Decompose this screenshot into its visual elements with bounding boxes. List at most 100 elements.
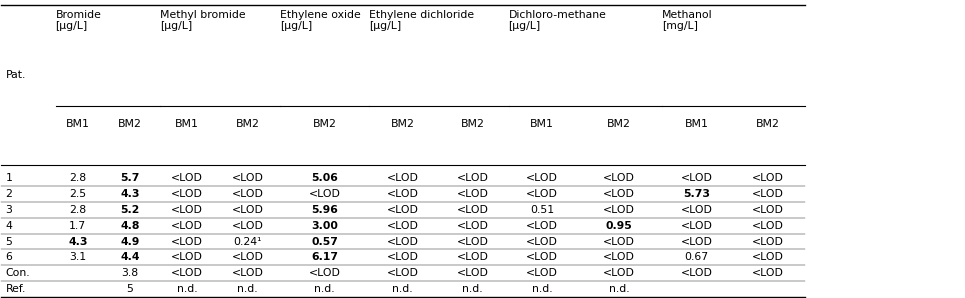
Text: <LOD: <LOD [526,252,558,263]
Text: <LOD: <LOD [753,252,785,263]
Text: <LOD: <LOD [309,189,341,199]
Text: <LOD: <LOD [680,205,712,215]
Text: Ethylene dichloride
[μg/L]: Ethylene dichloride [μg/L] [369,10,474,31]
Text: <LOD: <LOD [456,205,488,215]
Text: BM1: BM1 [531,119,554,129]
Text: <LOD: <LOD [387,205,419,215]
Text: 4.8: 4.8 [120,221,140,231]
Text: 3.8: 3.8 [122,268,138,278]
Text: BM2: BM2 [607,119,631,129]
Text: 0.57: 0.57 [311,237,338,246]
Text: <LOD: <LOD [387,268,419,278]
Text: 2: 2 [6,189,13,199]
Text: <LOD: <LOD [753,173,785,183]
Text: <LOD: <LOD [526,268,558,278]
Text: 5.06: 5.06 [311,173,338,183]
Text: 5.73: 5.73 [683,189,710,199]
Text: <LOD: <LOD [171,268,203,278]
Text: <LOD: <LOD [753,221,785,231]
Text: <LOD: <LOD [387,189,419,199]
Text: <LOD: <LOD [232,205,263,215]
Text: <LOD: <LOD [603,173,635,183]
Text: Dichloro-methane
[μg/L]: Dichloro-methane [μg/L] [509,10,606,31]
Text: <LOD: <LOD [680,221,712,231]
Text: 5.7: 5.7 [120,173,140,183]
Text: 4.4: 4.4 [120,252,140,263]
Text: n.d.: n.d. [315,284,335,294]
Text: <LOD: <LOD [526,221,558,231]
Text: <LOD: <LOD [456,189,488,199]
Text: <LOD: <LOD [526,189,558,199]
Text: 5: 5 [6,237,13,246]
Text: Con.: Con. [6,268,30,278]
Text: <LOD: <LOD [526,173,558,183]
Text: <LOD: <LOD [680,173,712,183]
Text: <LOD: <LOD [232,268,263,278]
Text: n.d.: n.d. [177,284,198,294]
Text: BM1: BM1 [66,119,90,129]
Text: n.d.: n.d. [609,284,629,294]
Text: 6: 6 [6,252,13,263]
Text: 0.95: 0.95 [605,221,632,231]
Text: 3.1: 3.1 [69,252,86,263]
Text: <LOD: <LOD [753,237,785,246]
Text: 0.51: 0.51 [530,205,554,215]
Text: 4.3: 4.3 [120,189,140,199]
Text: <LOD: <LOD [171,237,203,246]
Text: <LOD: <LOD [526,237,558,246]
Text: Ethylene oxide
[μg/L]: Ethylene oxide [μg/L] [280,10,361,31]
Text: <LOD: <LOD [232,189,263,199]
Text: <LOD: <LOD [603,205,635,215]
Text: <LOD: <LOD [387,221,419,231]
Text: <LOD: <LOD [603,189,635,199]
Text: <LOD: <LOD [753,205,785,215]
Text: 6.17: 6.17 [311,252,338,263]
Text: <LOD: <LOD [309,268,341,278]
Text: <LOD: <LOD [753,268,785,278]
Text: Pat.: Pat. [6,70,26,80]
Text: Methanol
[mg/L]: Methanol [mg/L] [662,10,712,31]
Text: Bromide
[μg/L]: Bromide [μg/L] [56,10,101,31]
Text: <LOD: <LOD [171,189,203,199]
Text: 1: 1 [6,173,13,183]
Text: BM2: BM2 [235,119,260,129]
Text: <LOD: <LOD [171,173,203,183]
Text: 0.67: 0.67 [684,252,708,263]
Text: <LOD: <LOD [171,221,203,231]
Text: 3.00: 3.00 [311,221,338,231]
Text: <LOD: <LOD [603,268,635,278]
Text: Ref.: Ref. [6,284,26,294]
Text: BM2: BM2 [391,119,414,129]
Text: <LOD: <LOD [456,237,488,246]
Text: <LOD: <LOD [232,252,263,263]
Text: 3: 3 [6,205,13,215]
Text: <LOD: <LOD [232,221,263,231]
Text: 4: 4 [6,221,13,231]
Text: 1.7: 1.7 [69,221,86,231]
Text: BM2: BM2 [313,119,337,129]
Text: <LOD: <LOD [680,268,712,278]
Text: 5.96: 5.96 [311,205,338,215]
Text: BM2: BM2 [460,119,484,129]
Text: <LOD: <LOD [603,252,635,263]
Text: <LOD: <LOD [680,237,712,246]
Text: 4.9: 4.9 [120,237,140,246]
Text: 5.2: 5.2 [120,205,140,215]
Text: <LOD: <LOD [171,252,203,263]
Text: BM1: BM1 [684,119,708,129]
Text: <LOD: <LOD [456,221,488,231]
Text: 5: 5 [126,284,133,294]
Text: n.d.: n.d. [462,284,482,294]
Text: 2.5: 2.5 [69,189,86,199]
Text: 4.3: 4.3 [69,237,88,246]
Text: BM2: BM2 [118,119,142,129]
Text: <LOD: <LOD [456,252,488,263]
Text: 2.8: 2.8 [69,205,86,215]
Text: BM2: BM2 [757,119,780,129]
Text: <LOD: <LOD [171,205,203,215]
Text: 2.8: 2.8 [69,173,86,183]
Text: <LOD: <LOD [387,173,419,183]
Text: <LOD: <LOD [753,189,785,199]
Text: n.d.: n.d. [532,284,553,294]
Text: <LOD: <LOD [232,173,263,183]
